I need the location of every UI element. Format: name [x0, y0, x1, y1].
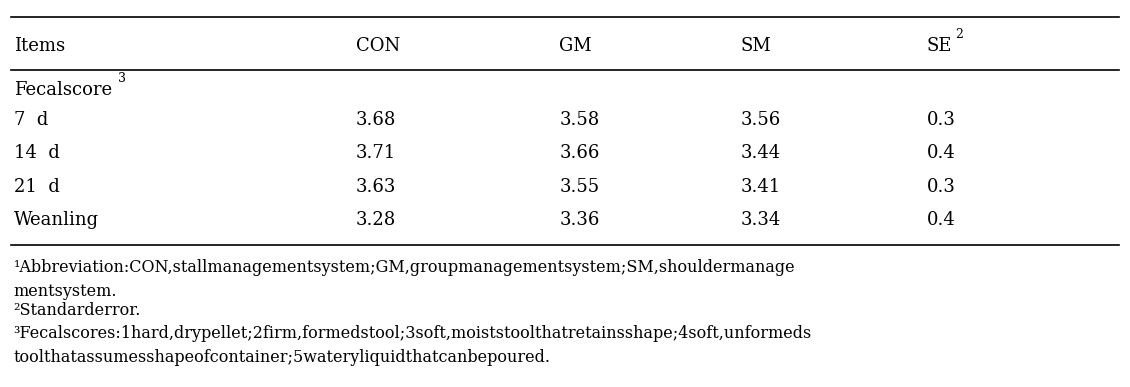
Text: 0.3: 0.3: [927, 111, 956, 129]
Text: 2: 2: [955, 27, 963, 41]
Text: 0.4: 0.4: [927, 144, 955, 162]
Text: 3.71: 3.71: [356, 144, 397, 162]
Text: 3: 3: [118, 72, 125, 85]
Text: 0.3: 0.3: [927, 178, 956, 195]
Text: 21  d: 21 d: [14, 178, 60, 195]
Text: SM: SM: [740, 38, 771, 55]
Text: toolthatassumesshapeofcontainer;5wateryliquidthatcanbepoured.: toolthatassumesshapeofcontainer;5wateryl…: [14, 349, 550, 366]
Text: 0.4: 0.4: [927, 211, 955, 229]
Text: 3.41: 3.41: [740, 178, 781, 195]
Text: Weanling: Weanling: [14, 211, 98, 229]
Text: GM: GM: [559, 38, 592, 55]
Text: mentsystem.: mentsystem.: [14, 283, 118, 300]
Text: 3.55: 3.55: [559, 178, 600, 195]
Text: 3.34: 3.34: [740, 211, 781, 229]
Text: SE: SE: [927, 38, 953, 55]
Text: 3.56: 3.56: [740, 111, 781, 129]
Text: 3.63: 3.63: [356, 178, 397, 195]
Text: 3.66: 3.66: [559, 144, 600, 162]
Text: ³Fecalscores:1hard,drypellet;2firm,formedstool;3soft,moiststoolthatretainsshape;: ³Fecalscores:1hard,drypellet;2firm,forme…: [14, 325, 811, 342]
Text: ¹Abbreviation:CON,stallmanagementsystem;GM,groupmanagementsystem;SM,shouldermana: ¹Abbreviation:CON,stallmanagementsystem;…: [14, 259, 796, 276]
Text: ²Standarderror.: ²Standarderror.: [14, 302, 141, 319]
Text: 3.68: 3.68: [356, 111, 397, 129]
Text: 3.28: 3.28: [356, 211, 397, 229]
Text: 3.36: 3.36: [559, 211, 600, 229]
Text: CON: CON: [356, 38, 400, 55]
Text: 3.58: 3.58: [559, 111, 600, 129]
Text: 7  d: 7 d: [14, 111, 47, 129]
Text: Items: Items: [14, 38, 64, 55]
Text: 14  d: 14 d: [14, 144, 60, 162]
Text: 3.44: 3.44: [740, 144, 781, 162]
Text: Fecalscore: Fecalscore: [14, 81, 112, 99]
